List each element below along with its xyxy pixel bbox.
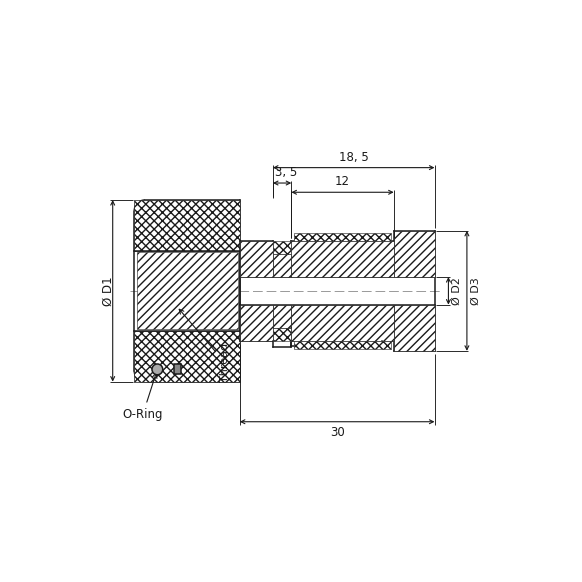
Circle shape bbox=[152, 364, 163, 375]
Bar bbox=[174, 364, 181, 374]
Text: 12: 12 bbox=[335, 175, 350, 189]
Text: 3, 5: 3, 5 bbox=[275, 166, 297, 179]
Text: Thread: Thread bbox=[179, 309, 230, 382]
Bar bbox=[273, 328, 292, 341]
Bar bbox=[394, 305, 435, 351]
Bar bbox=[273, 254, 292, 277]
Bar bbox=[240, 305, 273, 341]
Bar bbox=[134, 331, 240, 382]
Bar bbox=[294, 233, 392, 241]
Bar bbox=[292, 241, 394, 277]
Text: 18, 5: 18, 5 bbox=[339, 151, 368, 164]
Bar bbox=[292, 305, 394, 341]
Bar bbox=[273, 305, 292, 328]
Text: Ø D3: Ø D3 bbox=[471, 277, 481, 305]
Text: 30: 30 bbox=[330, 425, 345, 439]
Bar bbox=[134, 200, 240, 251]
Bar bbox=[273, 241, 292, 254]
Text: Ø D1: Ø D1 bbox=[102, 276, 115, 306]
Text: O-Ring: O-Ring bbox=[123, 373, 163, 421]
Bar bbox=[294, 341, 392, 349]
Text: Ø D2: Ø D2 bbox=[452, 277, 462, 305]
Bar bbox=[240, 241, 273, 277]
Bar bbox=[394, 231, 435, 277]
Bar bbox=[137, 253, 238, 329]
